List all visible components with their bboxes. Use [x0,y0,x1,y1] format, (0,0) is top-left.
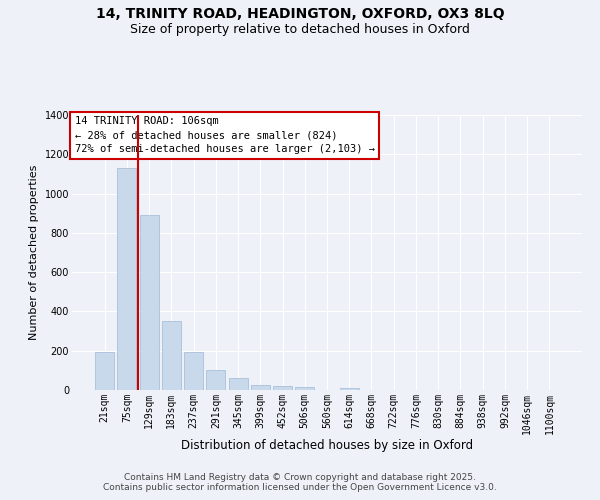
Bar [95,352,114,390]
Bar [118,168,136,390]
Text: Contains HM Land Registry data © Crown copyright and database right 2025.
Contai: Contains HM Land Registry data © Crown c… [103,473,497,492]
X-axis label: Distribution of detached houses by size in Oxford: Distribution of detached houses by size … [181,440,473,452]
Bar [273,386,292,390]
Bar [162,322,181,390]
Text: 14 TRINITY ROAD: 106sqm
← 28% of detached houses are smaller (824)
72% of semi-d: 14 TRINITY ROAD: 106sqm ← 28% of detache… [74,116,374,154]
Bar [340,388,359,390]
Bar [184,352,203,390]
Bar [295,387,314,390]
Y-axis label: Number of detached properties: Number of detached properties [29,165,39,340]
Bar [229,378,248,390]
Text: Size of property relative to detached houses in Oxford: Size of property relative to detached ho… [130,22,470,36]
Bar [251,386,270,390]
Bar [206,370,225,390]
Bar [140,214,158,390]
Text: 14, TRINITY ROAD, HEADINGTON, OXFORD, OX3 8LQ: 14, TRINITY ROAD, HEADINGTON, OXFORD, OX… [95,8,505,22]
